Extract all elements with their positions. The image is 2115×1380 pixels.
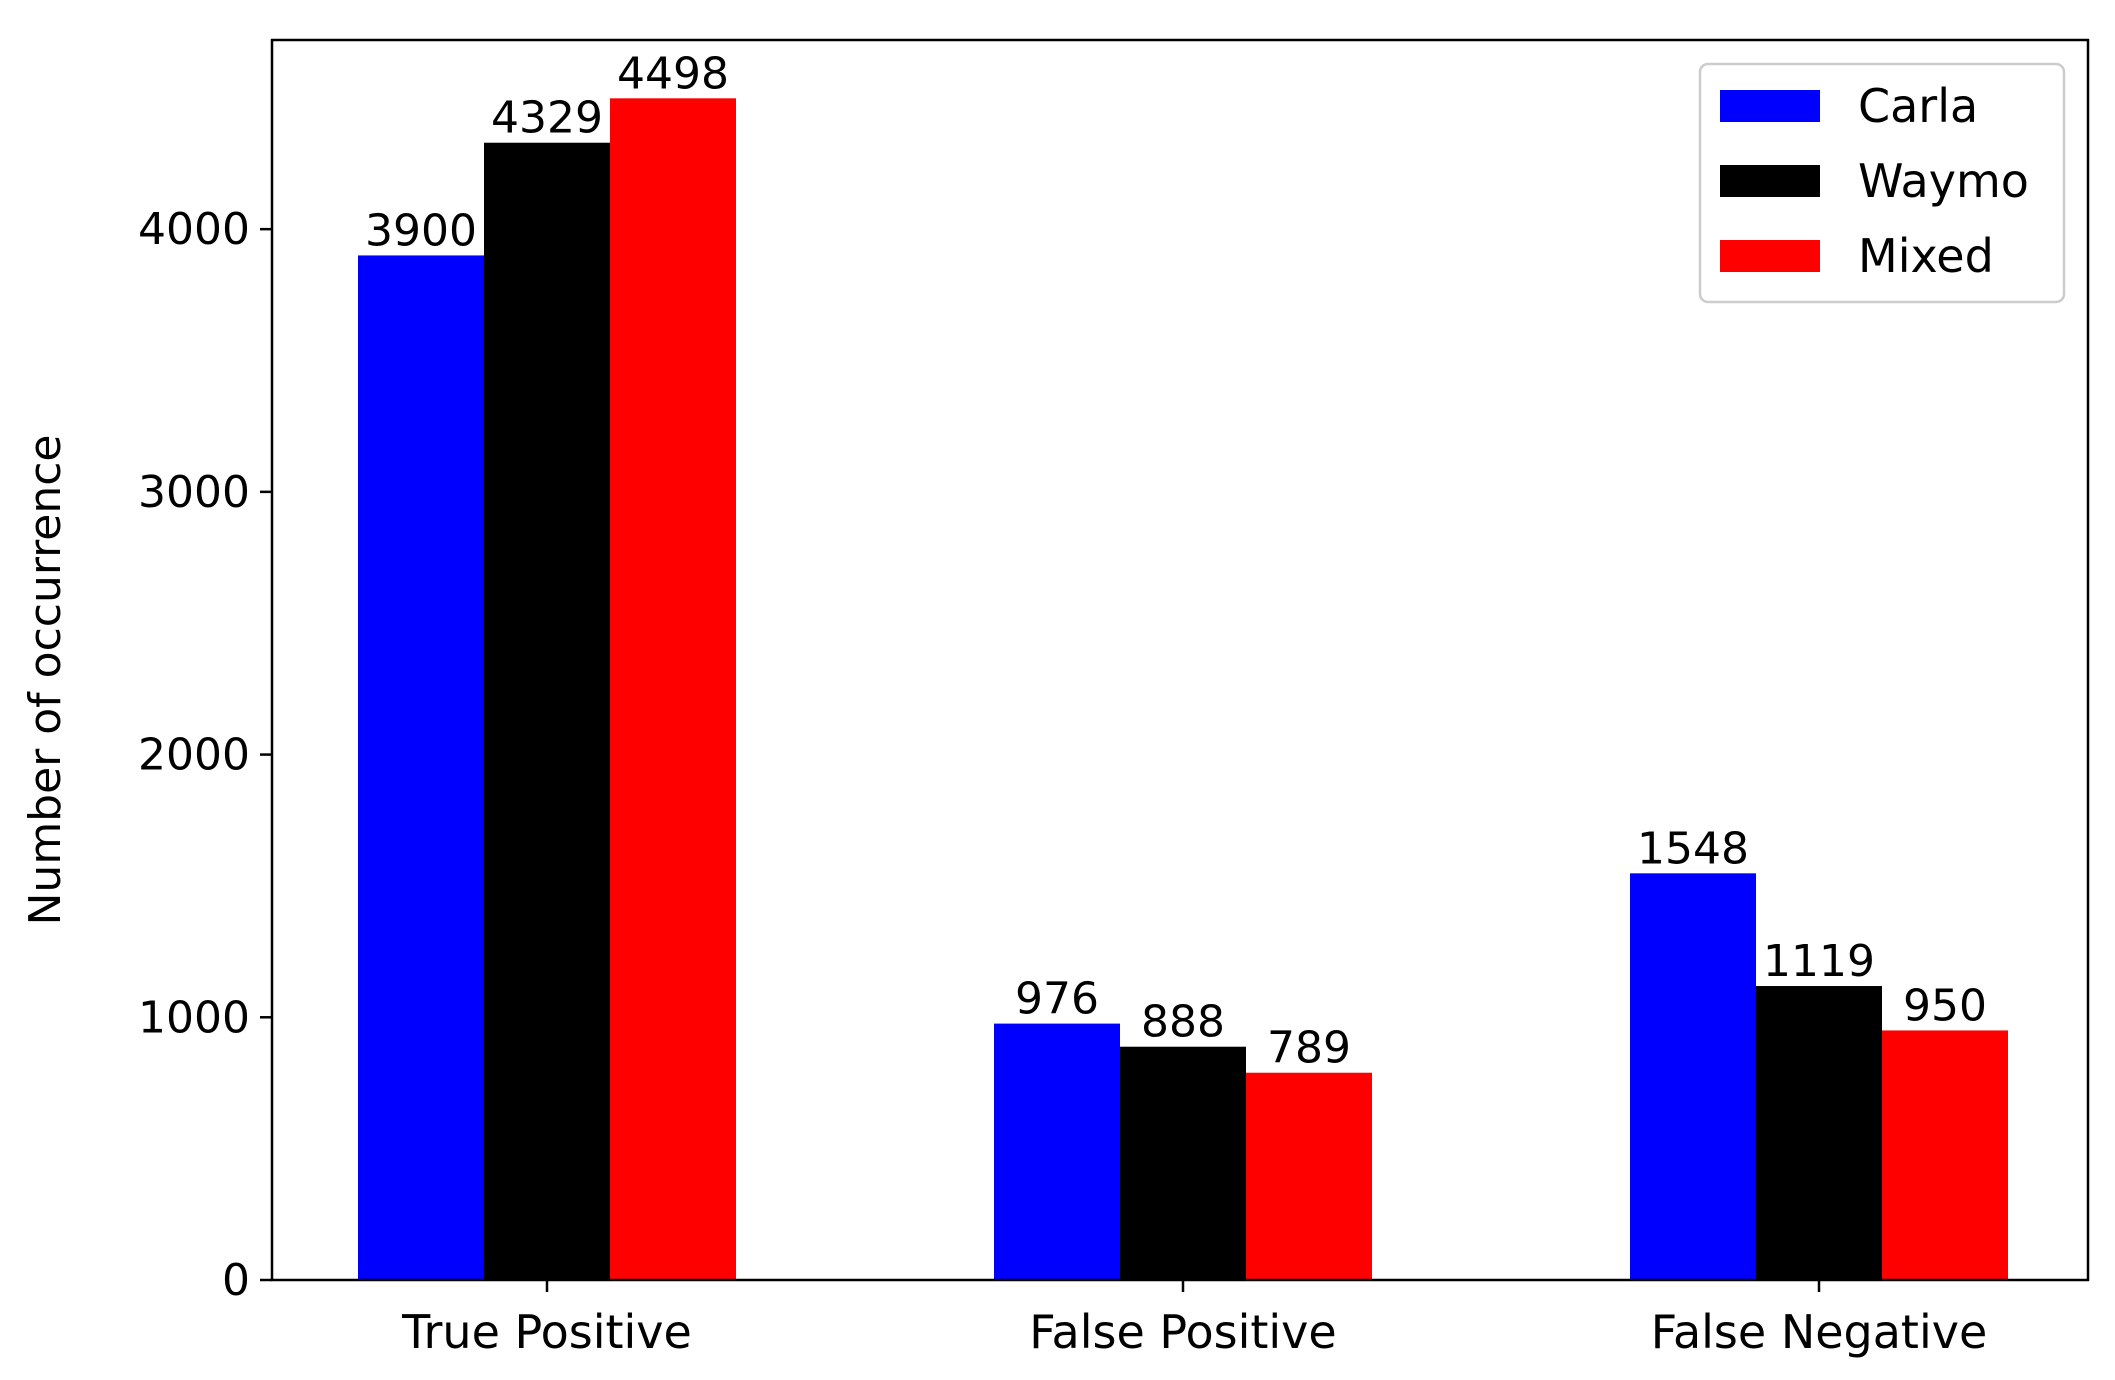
legend: Carla Waymo Mixed <box>1698 62 2066 304</box>
bar-waymo-1 <box>1120 1046 1246 1280</box>
legend-swatch-carla <box>1720 90 1820 122</box>
y-tick-label: 2000 <box>138 730 250 781</box>
x-axis-ticks: True Positive False Positive False Negativ… <box>401 1280 1987 1359</box>
bar-carla-2 <box>1630 873 1756 1280</box>
bar-value-label: 1548 <box>1637 823 1749 874</box>
plot-frame <box>270 38 2090 1282</box>
x-tick-label: False Negative <box>1651 1305 1988 1359</box>
bar-value-label: 3900 <box>365 205 477 256</box>
y-axis-label: Number of occurrence <box>20 435 71 926</box>
legend-label-carla: Carla <box>1858 79 1978 133</box>
bar-carla-1 <box>994 1023 1120 1280</box>
y-axis-ticks: 0 1000 2000 3000 4000 <box>138 204 272 1306</box>
bars-layer <box>358 98 2008 1281</box>
legend-label-waymo: Waymo <box>1858 154 2029 208</box>
bar-value-labels: 3900 976 1548 4329 888 1119 4498 789 950 <box>365 48 1987 1073</box>
bar-value-label: 4329 <box>491 93 603 144</box>
bar-value-label: 789 <box>1267 1023 1351 1074</box>
bar-waymo-2 <box>1756 986 1882 1280</box>
legend-label-mixed: Mixed <box>1858 229 1994 283</box>
bar-value-label: 4498 <box>617 48 729 99</box>
y-tick-label: 3000 <box>138 467 250 518</box>
bar-waymo-0 <box>484 142 610 1280</box>
y-tick-label: 4000 <box>138 204 250 255</box>
bar-mixed-2 <box>1882 1030 2008 1280</box>
bar-carla-0 <box>358 255 484 1281</box>
x-tick-label: True Positive <box>401 1305 692 1359</box>
y-tick-label: 1000 <box>138 992 250 1043</box>
axes <box>270 38 2090 1282</box>
bar-value-label: 1119 <box>1763 936 1875 987</box>
x-tick-label: False Positive <box>1029 1305 1336 1359</box>
bar-mixed-1 <box>1246 1072 1372 1280</box>
legend-swatch-mixed <box>1720 240 1820 272</box>
bar-mixed-0 <box>610 98 736 1281</box>
legend-swatch-waymo <box>1720 165 1820 197</box>
bar-value-label: 976 <box>1015 974 1099 1025</box>
bar-value-label: 950 <box>1903 980 1987 1031</box>
bar-value-label: 888 <box>1141 997 1225 1048</box>
y-tick-label: 0 <box>222 1255 250 1306</box>
